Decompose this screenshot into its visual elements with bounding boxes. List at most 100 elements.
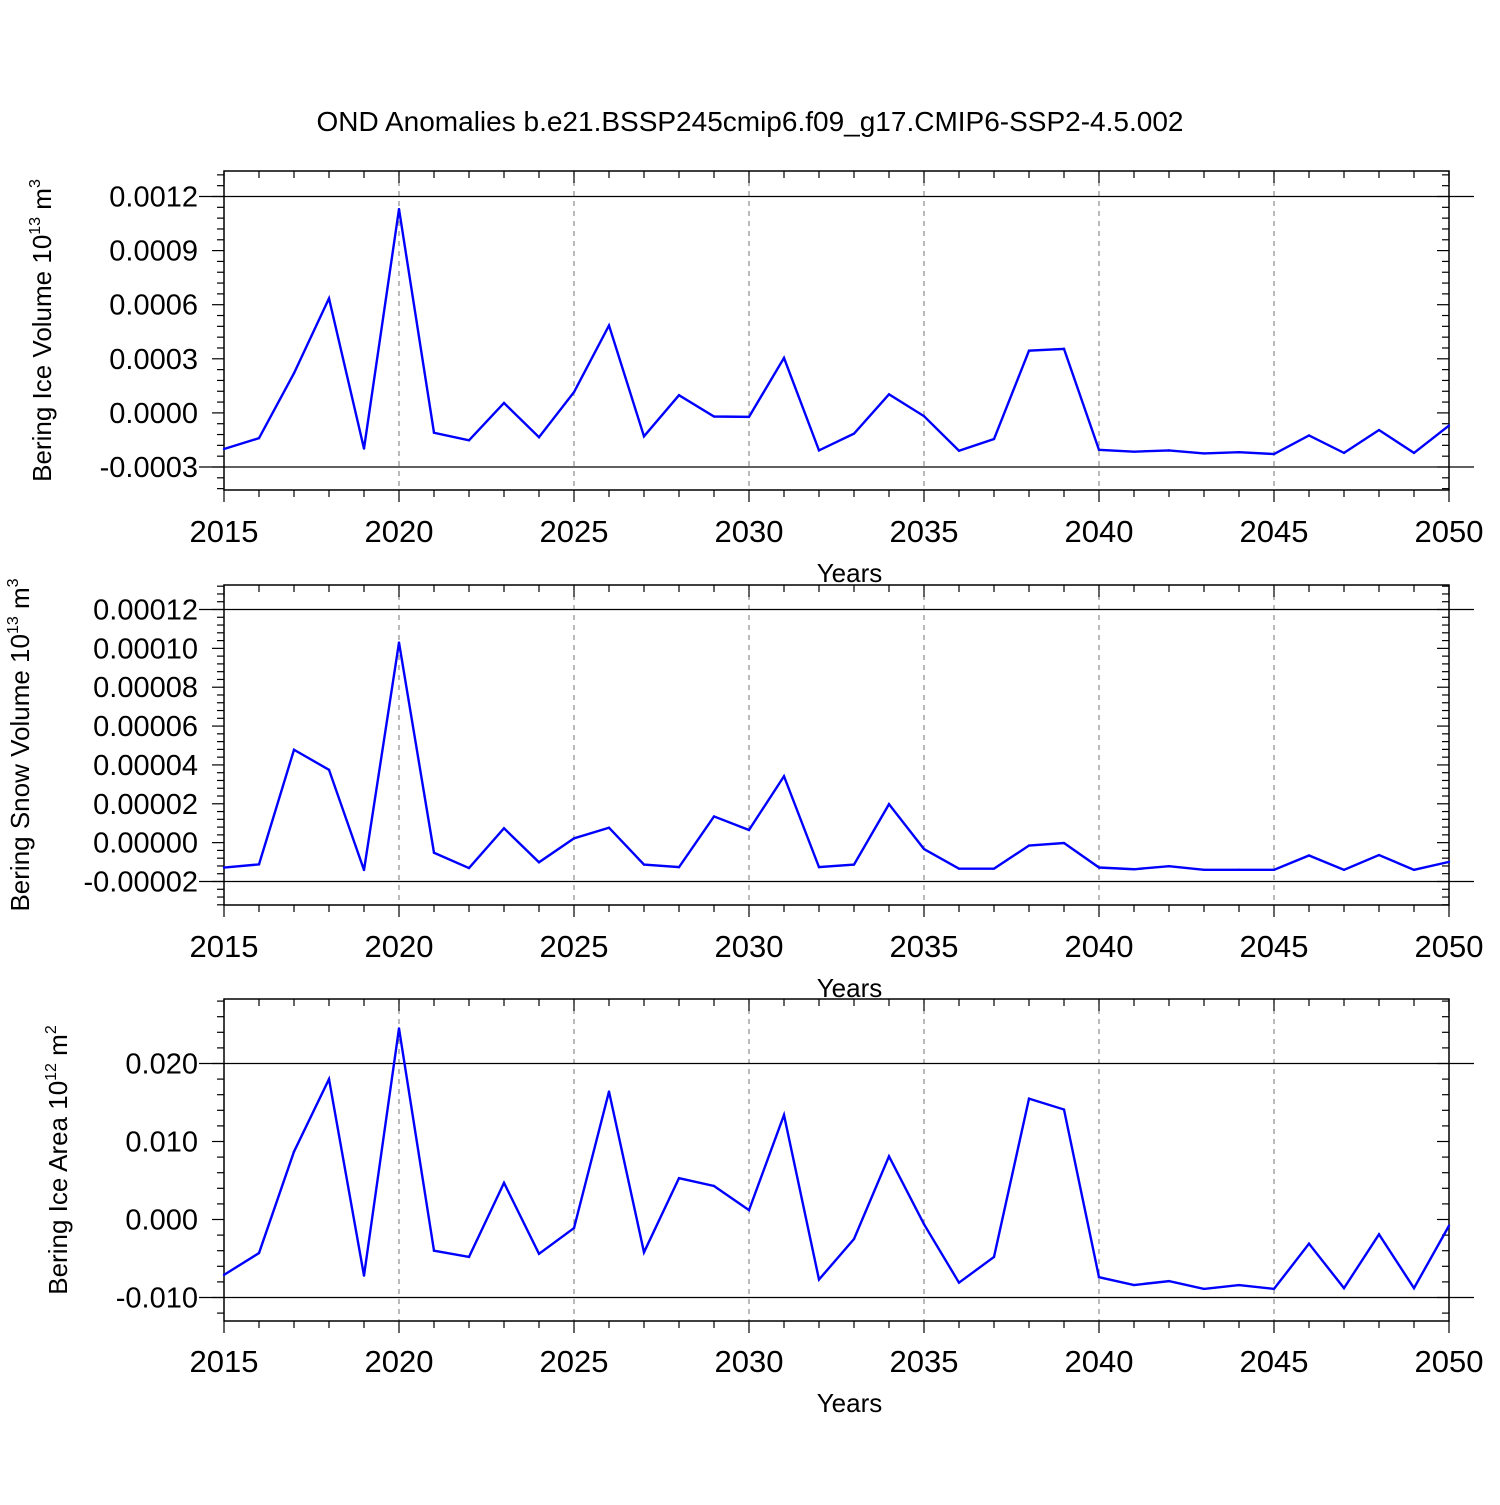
x-axis-title: Years bbox=[817, 558, 883, 588]
data-point bbox=[782, 356, 786, 360]
data-point bbox=[502, 827, 506, 830]
x-tick-label: 2020 bbox=[365, 1344, 434, 1379]
data-point bbox=[397, 1027, 401, 1030]
y-tick-label: 0.00006 bbox=[93, 711, 198, 743]
data-point bbox=[712, 415, 716, 418]
data-point bbox=[922, 414, 926, 418]
x-tick-label: 2025 bbox=[540, 929, 609, 964]
y-axis-title-unit: m bbox=[5, 587, 35, 616]
data-point bbox=[257, 436, 261, 440]
data-point bbox=[1202, 452, 1206, 455]
data-point bbox=[292, 1150, 296, 1153]
data-point bbox=[572, 390, 576, 394]
y-tick-label: 0.0012 bbox=[109, 182, 198, 214]
data-point bbox=[1097, 448, 1101, 452]
y-axis-title: Bering Ice Area 1012 m2 bbox=[43, 1025, 73, 1295]
data-point bbox=[257, 863, 261, 866]
data-point bbox=[1272, 452, 1276, 456]
y-tick-label: -0.010 bbox=[116, 1283, 198, 1315]
y-tick-label: 0.0000 bbox=[109, 398, 198, 430]
y-tick-label: 0.0003 bbox=[109, 344, 198, 376]
data-point bbox=[957, 867, 961, 870]
data-point bbox=[1412, 1286, 1416, 1290]
data-point bbox=[1412, 451, 1416, 455]
y-axis-title: Bering Snow Volume 1013 m3 bbox=[5, 578, 35, 911]
data-point bbox=[1377, 853, 1381, 857]
data-point bbox=[1377, 428, 1381, 432]
data-point bbox=[852, 863, 856, 866]
data-point bbox=[1377, 1233, 1381, 1236]
data-point bbox=[572, 837, 576, 840]
x-tick-label: 2050 bbox=[1415, 1344, 1484, 1379]
y-axis-title: Bering Ice Volume 1013 m3 bbox=[27, 179, 57, 482]
x-tick-label: 2040 bbox=[1065, 1344, 1134, 1379]
data-point bbox=[1342, 868, 1346, 872]
y-axis-title-unit-exponent: 3 bbox=[5, 578, 22, 587]
data-point bbox=[1097, 1276, 1101, 1279]
y-tick-label: 0.0009 bbox=[109, 236, 198, 268]
data-point bbox=[747, 828, 751, 832]
data-point bbox=[362, 1274, 366, 1277]
x-axis-title: Years bbox=[817, 973, 883, 1003]
data-point bbox=[1167, 449, 1171, 452]
data-point bbox=[1027, 1097, 1031, 1100]
data-point bbox=[1237, 451, 1241, 454]
x-tick-label: 2020 bbox=[365, 929, 434, 964]
data-point bbox=[1237, 1283, 1241, 1287]
y-tick-label: 0.00002 bbox=[93, 789, 198, 821]
y-tick-label: 0.00012 bbox=[93, 595, 198, 627]
y-tick-label: 0.0006 bbox=[109, 290, 198, 322]
data-point bbox=[642, 863, 646, 866]
data-point bbox=[1167, 1279, 1171, 1283]
y-tick-label: 0.020 bbox=[125, 1049, 198, 1081]
data-series-line bbox=[223, 1028, 1451, 1291]
data-point bbox=[362, 447, 366, 450]
y-axis-title-unit-exponent: 2 bbox=[43, 1025, 60, 1034]
y-axis-title-exponent: 12 bbox=[43, 1063, 60, 1081]
data-point bbox=[1202, 868, 1206, 872]
x-tick-label: 2015 bbox=[190, 1344, 259, 1379]
y-axis-title-unit-exponent: 3 bbox=[27, 179, 44, 188]
data-point bbox=[1132, 1283, 1136, 1287]
x-tick-label: 2035 bbox=[890, 929, 959, 964]
y-tick-label: 0.00010 bbox=[93, 633, 198, 665]
data-point bbox=[992, 1255, 996, 1259]
data-point bbox=[1272, 1287, 1276, 1291]
x-tick-label: 2050 bbox=[1415, 514, 1484, 549]
x-tick-label: 2030 bbox=[715, 929, 784, 964]
data-point bbox=[1237, 868, 1241, 872]
data-point bbox=[607, 324, 611, 327]
y-axis-title-unit: m bbox=[27, 188, 57, 217]
data-point bbox=[677, 865, 681, 869]
data-point bbox=[222, 866, 226, 869]
data-point bbox=[1307, 1242, 1311, 1245]
y-axis-title-exponent: 13 bbox=[5, 616, 22, 634]
plot-frame bbox=[223, 998, 1450, 1322]
data-series-line bbox=[223, 208, 1450, 456]
data-point bbox=[432, 851, 436, 854]
y-axis-title-main: Bering Snow Volume 10 bbox=[5, 634, 35, 912]
panel-snow-volume: -0.00002 0.00000 0.00002 0.00004 0.00006 0.00… bbox=[5, 578, 1483, 1003]
data-point bbox=[607, 1090, 611, 1093]
data-point bbox=[537, 436, 541, 439]
x-tick-label: 2050 bbox=[1415, 929, 1484, 964]
data-point bbox=[817, 865, 821, 869]
data-point bbox=[1412, 868, 1416, 872]
data-point bbox=[397, 641, 401, 644]
data-point bbox=[782, 774, 786, 778]
data-point bbox=[992, 867, 996, 870]
data-point bbox=[362, 868, 366, 872]
data-point bbox=[642, 1251, 646, 1254]
panel-ice-volume: -0.0003 0.0000 0.0003 0.0006 0.0009 0.0012 201… bbox=[27, 170, 1484, 588]
data-point bbox=[467, 866, 471, 870]
y-tick-label: 0.010 bbox=[125, 1127, 198, 1159]
data-point bbox=[747, 1208, 751, 1212]
data-point bbox=[502, 1181, 506, 1185]
data-point bbox=[1307, 434, 1311, 437]
y-tick-label: 0.00000 bbox=[93, 828, 198, 860]
x-tick-label: 2035 bbox=[890, 1344, 959, 1379]
x-tick-label: 2040 bbox=[1065, 929, 1134, 964]
data-point bbox=[467, 439, 471, 442]
